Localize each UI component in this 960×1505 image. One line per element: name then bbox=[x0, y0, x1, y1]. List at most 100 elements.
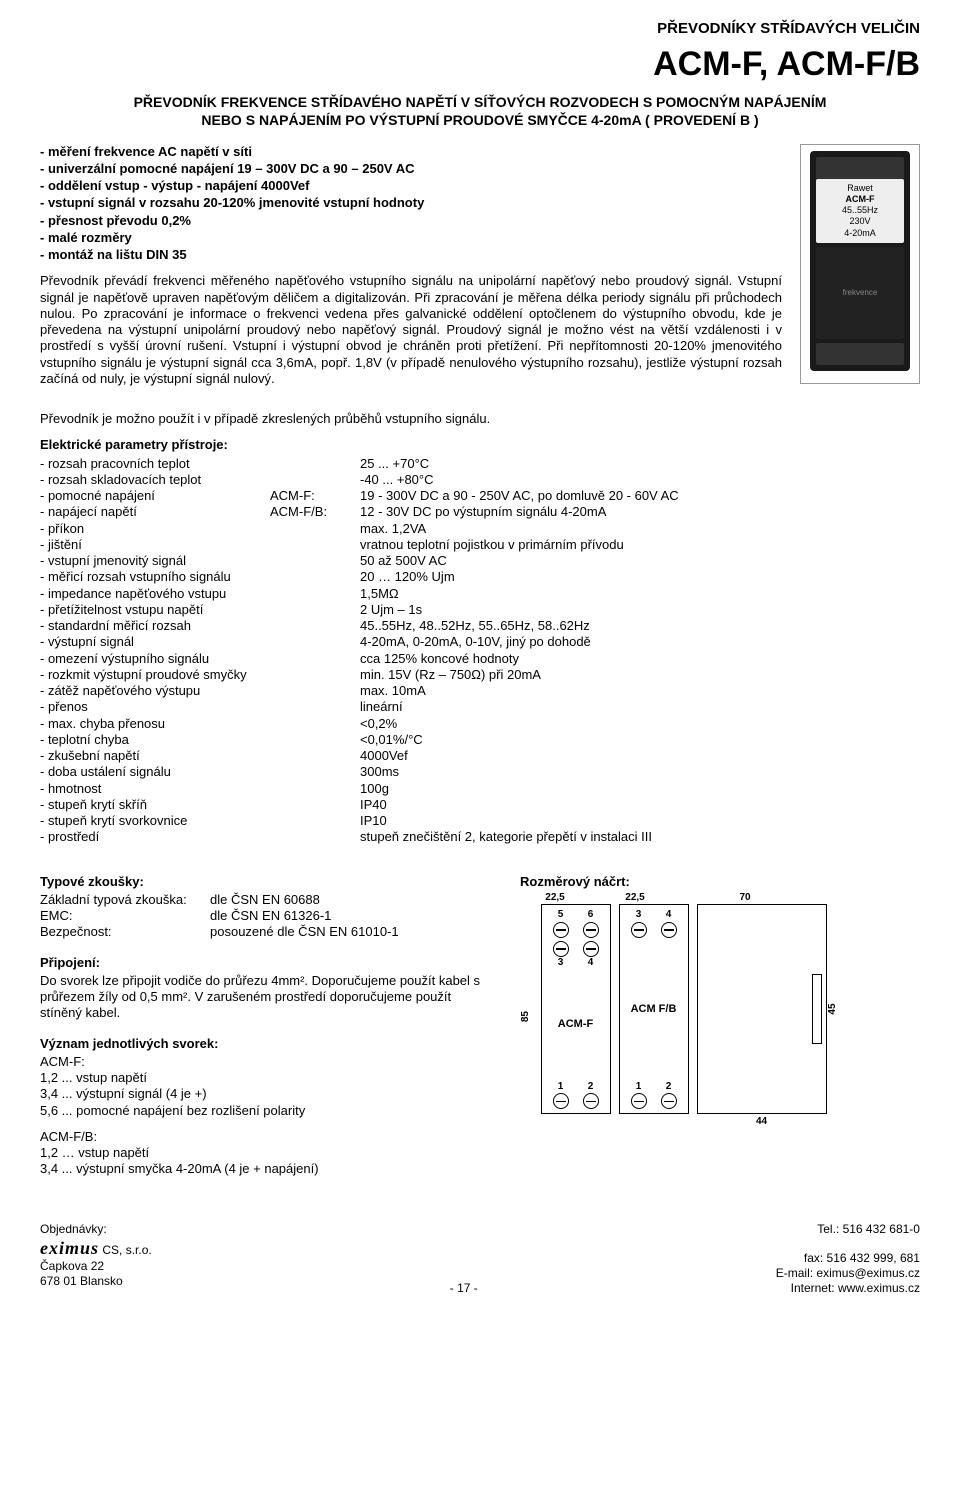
din-brand: Rawet bbox=[818, 183, 902, 194]
param-value: max. 1,2VA bbox=[360, 521, 920, 537]
param-mid bbox=[270, 764, 360, 780]
param-value: max. 10mA bbox=[360, 683, 920, 699]
feature-item: - malé rozměry bbox=[40, 230, 782, 246]
feature-item: - montáž na lištu DIN 35 bbox=[40, 247, 782, 263]
dim-side-w: 44 bbox=[697, 1116, 827, 1129]
terminals-b-item: 3,4 ... výstupní smyčka 4-20mA (4 je + n… bbox=[40, 1161, 490, 1177]
terminals-a-name: ACM-F: bbox=[40, 1054, 490, 1070]
terminals-a-item: 1,2 ... vstup napětí bbox=[40, 1070, 490, 1086]
top-section: - měření frekvence AC napětí v síti - un… bbox=[40, 144, 920, 398]
param-mid bbox=[270, 699, 360, 715]
param-key: - napájecí napětí bbox=[40, 504, 270, 520]
param-key: - jištění bbox=[40, 537, 270, 553]
test-value: dle ČSN EN 61326-1 bbox=[210, 908, 490, 924]
test-key: Bezpečnost: bbox=[40, 924, 210, 940]
dim-w2: 22,5 bbox=[600, 892, 670, 905]
test-value: posouzené dle ČSN EN 61010-1 bbox=[210, 924, 490, 940]
param-value: -40 ... +80°C bbox=[360, 472, 920, 488]
dim-num-12: 12 bbox=[546, 1081, 606, 1094]
description-paragraph: Převodník převádí frekvenci měřeného nap… bbox=[40, 273, 782, 387]
param-mid bbox=[270, 618, 360, 634]
din-freq: 45..55Hz bbox=[818, 205, 902, 216]
feature-item: - měření frekvence AC napětí v síti bbox=[40, 144, 782, 160]
screw-icon bbox=[661, 1093, 677, 1109]
dim-depth: 70 bbox=[680, 892, 810, 905]
param-value: <0,2% bbox=[360, 716, 920, 732]
dim-module-2: 34 ACM F/B 12 bbox=[619, 904, 689, 1114]
dim-w1: 22,5 bbox=[520, 892, 590, 905]
param-mid bbox=[270, 813, 360, 829]
connection-block: Připojení: Do svorek lze připojit vodiče… bbox=[40, 955, 490, 1022]
tests-heading: Typové zkoušky: bbox=[40, 874, 490, 890]
dim-height: 85 bbox=[520, 1011, 533, 1022]
product-photo: Rawet ACM-F 45..55Hz 230V 4-20mA frekven… bbox=[800, 144, 920, 384]
param-key: - rozsah pracovních teplot bbox=[40, 456, 270, 472]
terminals-b-name: ACM-F/B: bbox=[40, 1129, 490, 1145]
param-value: min. 15V (Rz – 750Ω) při 20mA bbox=[360, 667, 920, 683]
din-terminal-top bbox=[816, 157, 904, 179]
param-mid bbox=[270, 456, 360, 472]
param-key: - max. chyba přenosu bbox=[40, 716, 270, 732]
param-key: - zátěž napěťového výstupu bbox=[40, 683, 270, 699]
category-header: PŘEVODNÍKY STŘÍDAVÝCH VELIČIN bbox=[40, 20, 920, 39]
param-mid bbox=[270, 586, 360, 602]
param-mid bbox=[270, 634, 360, 650]
bottom-section: Typové zkoušky: Základní typová zkouška:… bbox=[40, 864, 920, 1192]
param-mid: ACM-F: bbox=[270, 488, 360, 504]
footer-email: E-mail: eximus@eximus.cz bbox=[776, 1266, 920, 1281]
tests-table: Základní typová zkouška:dle ČSN EN 60688… bbox=[40, 892, 490, 941]
param-mid bbox=[270, 781, 360, 797]
param-value: 12 - 30V DC po výstupním signálu 4-20mA bbox=[360, 504, 920, 520]
dim-num-34: 34 bbox=[546, 957, 606, 970]
din-module-illustration: Rawet ACM-F 45..55Hz 230V 4-20mA frekven… bbox=[810, 151, 910, 371]
bottom-right: Rozměrový náčrt: 22,5 22,5 70 85 56 34 A… bbox=[520, 864, 920, 1192]
dim-top-labels: 22,5 22,5 70 bbox=[520, 892, 920, 905]
param-key: - standardní měřicí rozsah bbox=[40, 618, 270, 634]
footer-orders: Objednávky: bbox=[40, 1222, 152, 1237]
din-volt: 230V bbox=[818, 216, 902, 227]
footer-right: Tel.: 516 432 681-0 fax: 516 432 999, 68… bbox=[776, 1222, 920, 1296]
top-text: - měření frekvence AC napětí v síti - un… bbox=[40, 144, 782, 398]
screw-icon bbox=[583, 941, 599, 957]
param-value: stupeň znečištění 2, kategorie přepětí v… bbox=[360, 829, 920, 845]
param-mid bbox=[270, 602, 360, 618]
feature-item: - vstupní signál v rozsahu 20-120% jmeno… bbox=[40, 195, 782, 211]
dim-num-12b: 12 bbox=[624, 1081, 684, 1094]
param-key: - vstupní jmenovitý signál bbox=[40, 553, 270, 569]
param-value: 19 - 300V DC a 90 - 250V AC, po domluvě … bbox=[360, 488, 920, 504]
param-value: <0,01%/°C bbox=[360, 732, 920, 748]
param-mid bbox=[270, 472, 360, 488]
param-mid bbox=[270, 732, 360, 748]
footer-fax: fax: 516 432 999, 681 bbox=[776, 1251, 920, 1266]
screw-icon bbox=[583, 1093, 599, 1109]
screw-icon bbox=[631, 922, 647, 938]
dim-num-34b: 34 bbox=[624, 909, 684, 922]
dim-num-56: 56 bbox=[546, 909, 606, 922]
terminals-a-item: 5,6 ... pomocné napájení bez rozlišení p… bbox=[40, 1103, 490, 1119]
param-value: 45..55Hz, 48..52Hz, 55..65Hz, 58..62Hz bbox=[360, 618, 920, 634]
screw-icon bbox=[583, 922, 599, 938]
param-key: - rozkmit výstupní proudové smyčky bbox=[40, 667, 270, 683]
param-key: - měřicí rozsah vstupního signálu bbox=[40, 569, 270, 585]
subtitle-line2: NEBO S NAPÁJENÍM PO VÝSTUPNÍ PROUDOVÉ SM… bbox=[201, 112, 758, 128]
param-key: - pomocné napájení bbox=[40, 488, 270, 504]
param-key: - stupeň krytí skříň bbox=[40, 797, 270, 813]
param-mid bbox=[270, 667, 360, 683]
feature-item: - univerzální pomocné napájení 19 – 300V… bbox=[40, 161, 782, 177]
param-key: - výstupní signál bbox=[40, 634, 270, 650]
param-mid bbox=[270, 683, 360, 699]
footer-company: CS, s.r.o. bbox=[102, 1243, 151, 1257]
feature-item: - přesnost převodu 0,2% bbox=[40, 213, 782, 229]
param-mid: ACM-F/B: bbox=[270, 504, 360, 520]
page-number: - 17 - bbox=[450, 1281, 478, 1296]
screw-icon bbox=[553, 922, 569, 938]
terminals-a-item: 3,4 ... výstupní signál (4 je +) bbox=[40, 1086, 490, 1102]
din-label-block: Rawet ACM-F 45..55Hz 230V 4-20mA bbox=[816, 179, 904, 243]
connection-text: Do svorek lze připojit vodiče do průřezu… bbox=[40, 973, 490, 1022]
param-mid bbox=[270, 569, 360, 585]
footer-tel: Tel.: 516 432 681-0 bbox=[776, 1222, 920, 1237]
feature-list: - měření frekvence AC napětí v síti - un… bbox=[40, 144, 782, 264]
dim-side-view: 45 bbox=[697, 904, 827, 1114]
param-key: - stupeň krytí svorkovnice bbox=[40, 813, 270, 829]
param-key: - doba ustálení signálu bbox=[40, 764, 270, 780]
